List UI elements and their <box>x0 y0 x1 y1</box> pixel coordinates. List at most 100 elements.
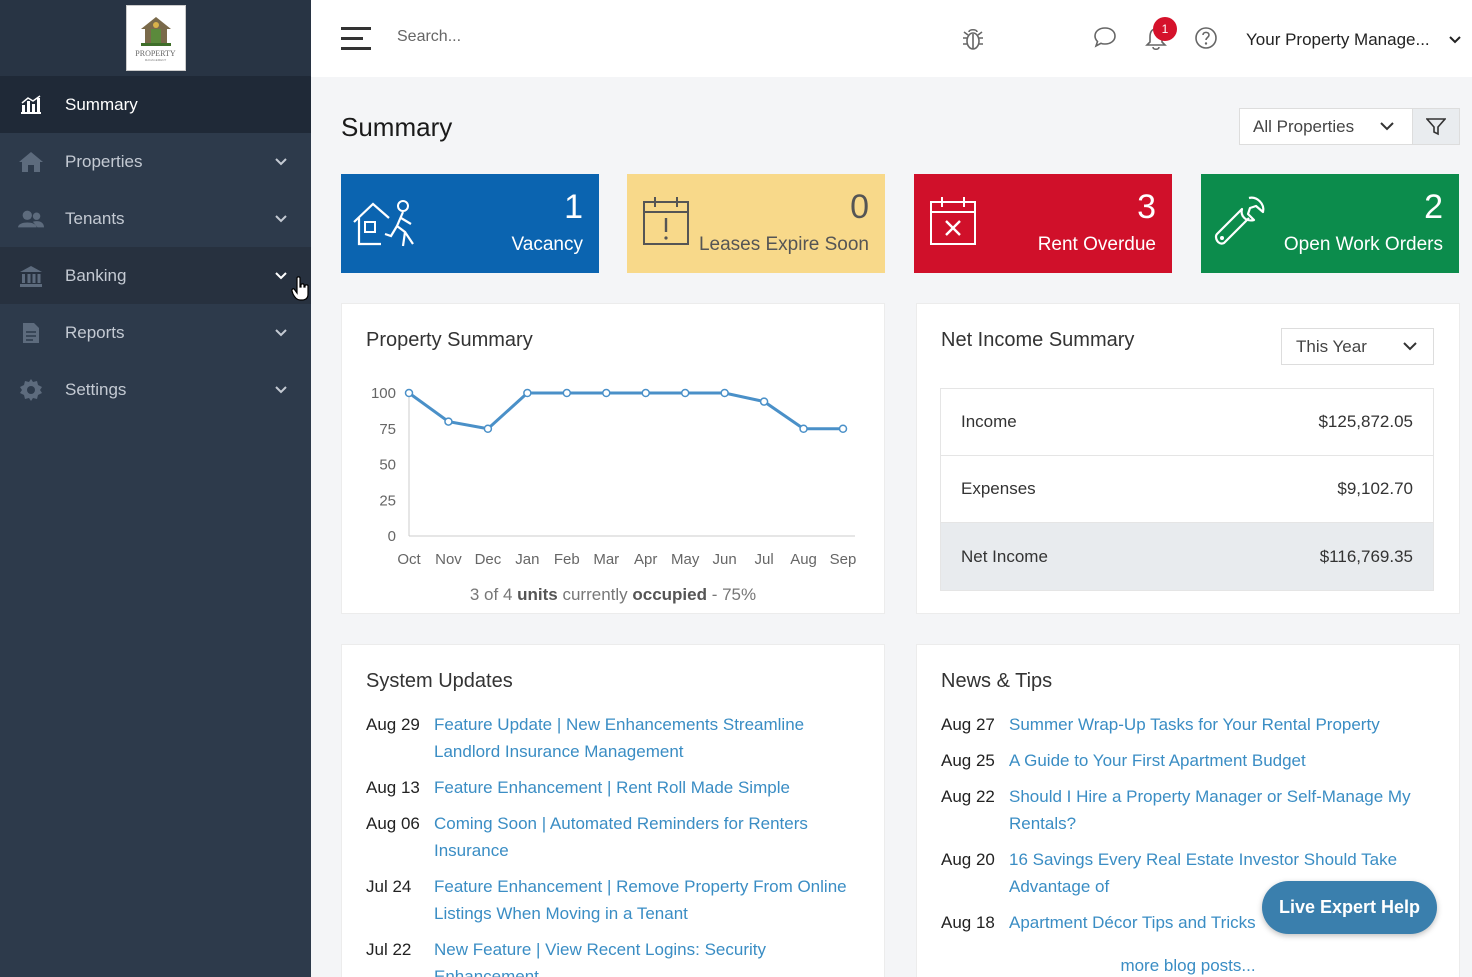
row-value: $9,102.70 <box>1337 479 1413 498</box>
x-tick-label: May <box>671 551 700 568</box>
hamburger-menu-icon[interactable] <box>341 26 371 50</box>
x-tick-label: Apr <box>634 551 657 568</box>
more-posts-link[interactable]: more blog posts... <box>1120 956 1256 975</box>
work-orders-count: 2 <box>1424 188 1443 226</box>
work-orders-label: Open Work Orders <box>1283 234 1443 255</box>
property-filter-select[interactable]: All Properties <box>1239 108 1413 145</box>
item-link[interactable]: 16 Savings Every Real Estate Investor Sh… <box>1009 850 1398 896</box>
wrench-icon <box>1214 196 1265 245</box>
occupancy-occupied: occupied <box>632 585 707 604</box>
item-link[interactable]: Summer Wrap-Up Tasks for Your Rental Pro… <box>1009 715 1380 734</box>
list-item: Jul 24 Feature Enhancement | Remove Prope… <box>366 873 866 927</box>
income-row: Income $125,872.05 <box>941 389 1433 456</box>
sidebar-item-summary[interactable]: Summary <box>0 76 311 133</box>
y-tick-label: 50 <box>379 457 396 474</box>
calendar-x-icon <box>930 197 976 245</box>
item-date: Aug 29 <box>366 715 420 734</box>
bug-icon[interactable] <box>961 26 985 52</box>
chevron-down-icon[interactable] <box>1449 36 1461 44</box>
list-item: Aug 18 Apartment Décor Tips and Tricks <box>941 909 1441 936</box>
filter-button[interactable] <box>1412 108 1460 145</box>
data-point <box>641 388 650 398</box>
row-label: Income <box>961 412 1017 431</box>
x-tick-label: Sep <box>830 551 857 568</box>
property-summary-panel: Property Summary 0 25 50 75 100 Oct Nov Dec Jan F… <box>341 303 885 614</box>
period-select[interactable]: This Year <box>1281 328 1434 365</box>
sidebar: PROPERTY MANAGEMENT Summary Properties T… <box>0 0 311 977</box>
item-link[interactable]: A Guide to Your First Apartment Budget <box>1009 751 1306 770</box>
file-icon <box>18 320 44 346</box>
users-icon <box>18 206 44 232</box>
help-icon[interactable] <box>1194 26 1218 50</box>
vacancy-count: 1 <box>564 188 583 226</box>
x-tick-label: Jun <box>713 551 737 568</box>
sidebar-item-label: Banking <box>65 265 127 285</box>
sidebar-item-settings[interactable]: Settings <box>0 361 311 418</box>
logo-container: PROPERTY MANAGEMENT <box>0 0 311 76</box>
y-tick-label: 0 <box>388 528 396 545</box>
logo-subtext: MANAGEMENT <box>144 57 167 62</box>
item-date: Aug 20 <box>941 850 995 869</box>
rent-overdue-card[interactable]: 3 Rent Overdue <box>914 174 1172 273</box>
work-orders-card[interactable]: 2 Open Work Orders <box>1201 174 1459 273</box>
filter-icon <box>1426 117 1446 135</box>
updates-list: Aug 29 Feature Update | New Enhancements … <box>366 711 866 977</box>
logo-house-icon <box>140 16 171 46</box>
item-date: Aug 13 <box>366 778 420 797</box>
user-menu[interactable]: Your Property Manage... <box>1246 30 1430 49</box>
item-link[interactable]: New Feature | View Recent Logins: Securi… <box>434 940 766 977</box>
chevron-down-icon <box>275 271 287 279</box>
item-link[interactable]: Feature Update | New Enhancements Stream… <box>434 715 805 761</box>
company-logo[interactable]: PROPERTY MANAGEMENT <box>125 5 186 71</box>
house-person-icon <box>353 200 414 247</box>
panel-title: News & Tips <box>941 670 1053 692</box>
data-point <box>720 388 729 398</box>
list-item: Aug 13 Feature Enhancement | Rent Roll Ma… <box>366 774 866 801</box>
data-point <box>404 388 414 398</box>
item-date: Jul 24 <box>366 877 412 896</box>
item-link[interactable]: Feature Enhancement | Remove Property Fr… <box>434 877 847 923</box>
vacancy-card[interactable]: 1 Vacancy <box>341 174 599 273</box>
pointer-cursor-icon <box>291 276 309 301</box>
calendar-alert-icon <box>643 197 689 245</box>
occupancy-units: units <box>517 585 558 604</box>
chart-bar-icon <box>18 92 44 118</box>
chevron-down-icon <box>275 157 287 165</box>
sidebar-item-label: Settings <box>65 379 127 399</box>
live-expert-help-button[interactable]: Live Expert Help <box>1262 881 1437 934</box>
leases-expire-label: Leases Expire Soon <box>698 234 869 255</box>
x-tick-label: Nov <box>435 551 462 568</box>
item-date: Jul 22 <box>366 940 412 959</box>
x-tick-label: Dec <box>475 551 502 568</box>
leases-expire-count: 0 <box>850 188 869 226</box>
data-point <box>523 388 532 398</box>
item-link[interactable]: Should I Hire a Property Manager or Self… <box>1009 787 1411 833</box>
search-input[interactable] <box>397 28 697 46</box>
item-date: Aug 18 <box>941 913 995 932</box>
occupancy-prefix: 3 of 4 <box>469 585 518 604</box>
page-title: Summary <box>341 112 453 142</box>
item-link[interactable]: Coming Soon | Automated Reminders for Re… <box>434 814 808 860</box>
net-income-panel: Net Income Summary This Year Income $125… <box>916 303 1460 614</box>
item-link[interactable]: Feature Enhancement | Rent Roll Made Sim… <box>434 778 790 797</box>
income-table: Income $125,872.05 Expenses $9,102.70 Ne… <box>940 388 1434 591</box>
occupancy-caption: 3 of 4 units currently occupied - 75% <box>342 585 884 605</box>
occupancy-series-line <box>408 391 843 431</box>
sidebar-item-reports[interactable]: Reports <box>0 304 311 361</box>
y-tick-label: 100 <box>371 385 396 402</box>
data-point <box>680 388 690 398</box>
chevron-down-icon <box>275 328 287 336</box>
sidebar-item-tenants[interactable]: Tenants <box>0 190 311 247</box>
news-tips-panel: News & Tips Aug 27 Summer Wrap-Up Tasks f… <box>916 644 1460 977</box>
chevron-down-icon <box>1380 122 1394 131</box>
sidebar-item-banking[interactable]: Banking <box>0 247 311 304</box>
leases-expire-card[interactable]: 0 Leases Expire Soon <box>627 174 885 273</box>
sidebar-item-label: Reports <box>65 322 125 342</box>
x-tick-label: Mar <box>593 551 619 568</box>
net-income-row: Net Income $116,769.35 <box>941 523 1433 590</box>
sidebar-item-properties[interactable]: Properties <box>0 133 311 190</box>
chat-icon[interactable] <box>1093 26 1117 50</box>
item-date: Aug 27 <box>941 715 995 734</box>
expenses-row: Expenses $9,102.70 <box>941 456 1433 523</box>
item-link[interactable]: Apartment Décor Tips and Tricks <box>1009 913 1256 932</box>
